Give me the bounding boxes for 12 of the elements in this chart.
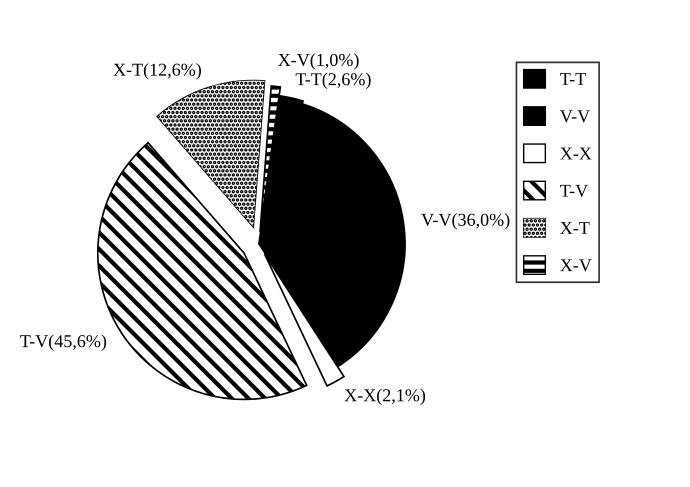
legend-label: T-V bbox=[560, 184, 588, 197]
legend-label: X-V bbox=[560, 259, 592, 272]
data-label: X-T(12,6%) bbox=[113, 63, 201, 80]
data-label: T-T(2,6%) bbox=[296, 72, 371, 89]
legend-label: T-T bbox=[560, 73, 586, 85]
legend-label: X-X bbox=[560, 148, 592, 160]
data-label: X-V(1,0%) bbox=[278, 53, 359, 70]
legend-label: V-V bbox=[560, 110, 590, 122]
data-label: V-V(36,0%) bbox=[421, 213, 510, 230]
data-label: X-X(2,1%) bbox=[344, 388, 426, 406]
legend-label: X-T bbox=[560, 222, 590, 234]
data-label: T-V(45,6%) bbox=[20, 334, 106, 351]
